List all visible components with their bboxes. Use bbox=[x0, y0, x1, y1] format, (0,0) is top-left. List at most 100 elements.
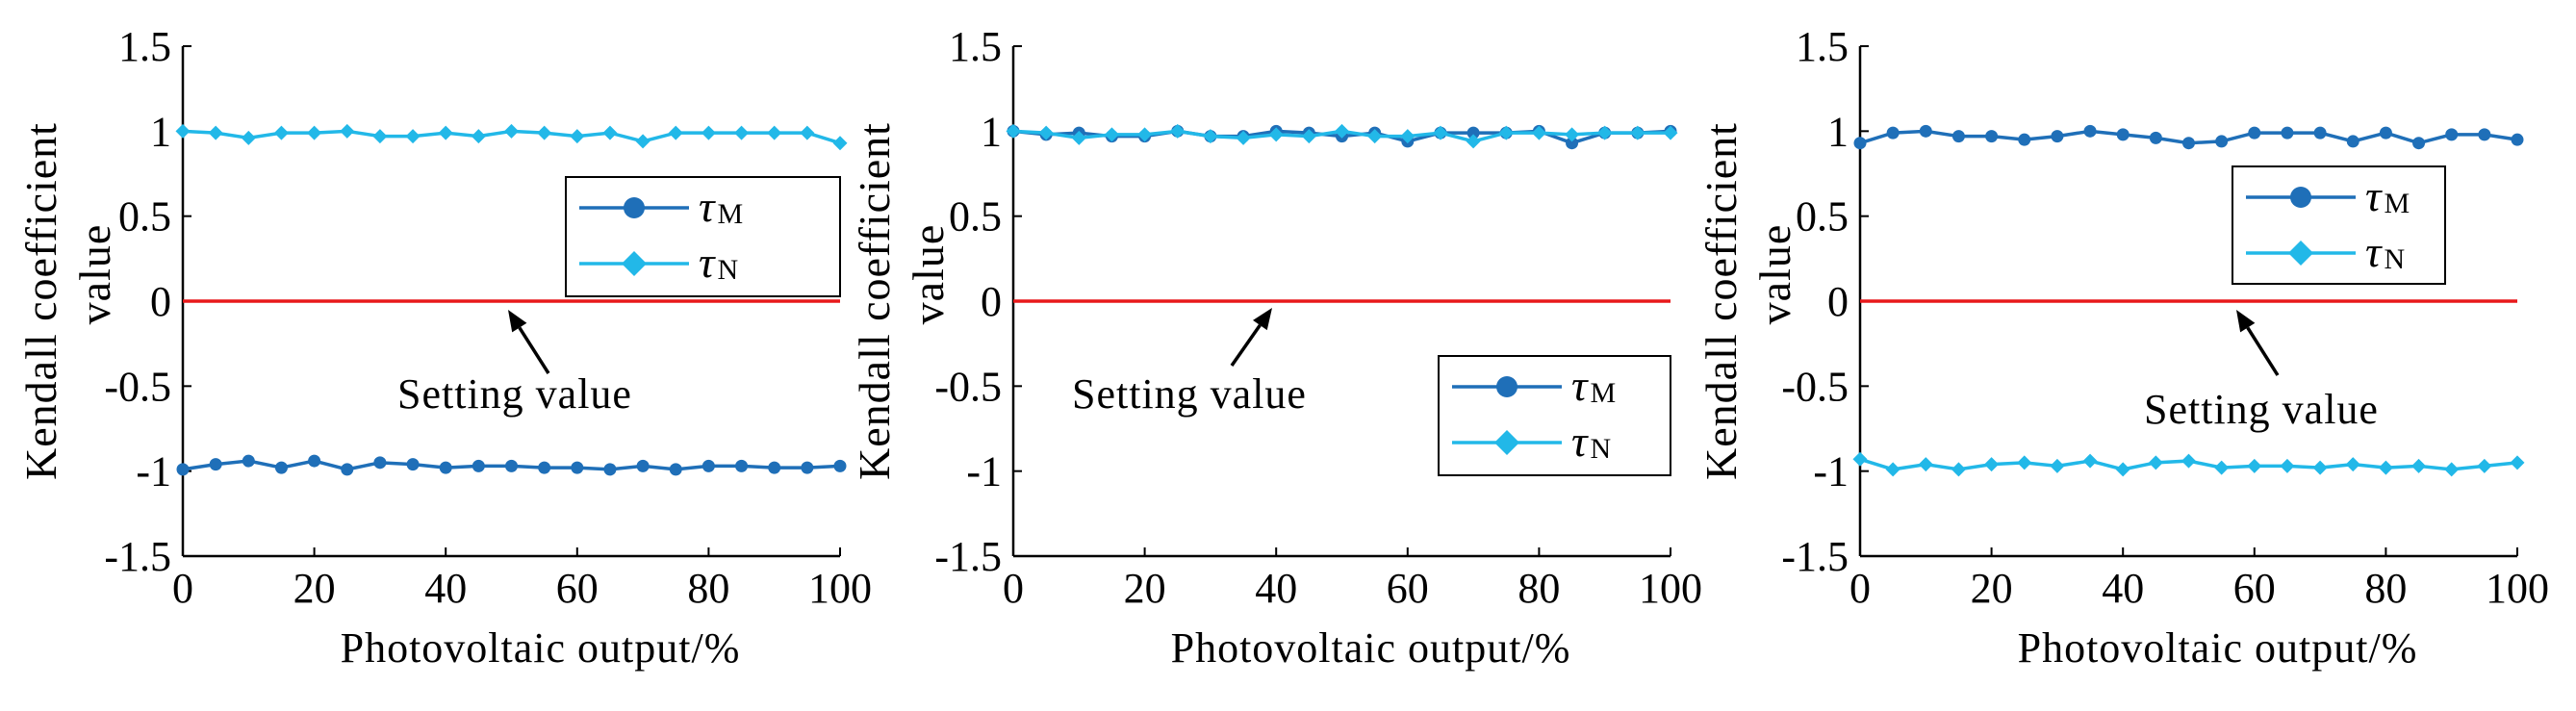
data-point-tau_n bbox=[832, 136, 848, 151]
data-point-tau_n bbox=[1400, 129, 1416, 144]
data-point-tau_m bbox=[242, 454, 255, 468]
x-tick-label: 100 bbox=[1639, 565, 1702, 612]
data-point-tau_n bbox=[2510, 455, 2525, 470]
annotation-label: Setting value bbox=[2144, 386, 2379, 433]
x-tick-label: 40 bbox=[424, 565, 467, 612]
legend-symbol: τ bbox=[2365, 227, 2383, 276]
data-point-tau_m bbox=[209, 458, 222, 471]
x-tick-label: 100 bbox=[2486, 565, 2549, 612]
legend-symbol: τ bbox=[1571, 417, 1589, 466]
x-tick-label: 40 bbox=[2102, 565, 2144, 612]
data-point-tau_m bbox=[603, 463, 617, 476]
data-point-tau_n bbox=[372, 129, 388, 144]
data-point-tau_m bbox=[1919, 124, 1932, 138]
data-point-tau_n bbox=[2477, 458, 2492, 473]
data-point-tau_m bbox=[308, 454, 321, 468]
legend-box bbox=[2232, 165, 2446, 285]
y-axis-label: Kendall coefficient bbox=[850, 122, 899, 480]
legend-marker-tau_n bbox=[1494, 430, 1519, 455]
data-point-tau_n bbox=[1630, 125, 1645, 140]
y-tick-label: -1.5 bbox=[934, 533, 1002, 580]
data-point-tau_m bbox=[373, 456, 387, 470]
data-point-tau_m bbox=[2182, 137, 2195, 150]
data-point-tau_n bbox=[1170, 123, 1186, 139]
data-point-tau_m bbox=[439, 461, 452, 474]
y-tick-label: -1 bbox=[1813, 448, 1849, 495]
data-point-tau_m bbox=[505, 459, 518, 472]
y-tick-label: 0 bbox=[1827, 278, 1849, 325]
data-point-tau_n bbox=[175, 123, 191, 139]
data-point-tau_n bbox=[734, 125, 750, 140]
data-point-tau_n bbox=[241, 130, 256, 145]
y-axis-label-line2: value bbox=[70, 224, 119, 325]
legend: τ Mτ N bbox=[565, 176, 841, 297]
x-tick-label: 20 bbox=[1971, 565, 2013, 612]
data-point-tau_m bbox=[2511, 133, 2524, 146]
data-point-tau_n bbox=[471, 129, 486, 144]
data-point-tau_m bbox=[1853, 137, 1867, 150]
annotation-arrow bbox=[518, 326, 550, 374]
data-point-tau_m bbox=[2478, 128, 2491, 141]
data-point-tau_n bbox=[2312, 460, 2328, 475]
data-point-tau_m bbox=[1886, 126, 1900, 140]
data-point-tau_n bbox=[1137, 127, 1153, 142]
data-point-tau_m bbox=[2083, 124, 2097, 138]
data-point-tau_n bbox=[1885, 462, 1900, 477]
y-tick-label: 0.5 bbox=[949, 193, 1002, 241]
data-point-tau_m bbox=[833, 459, 847, 472]
data-point-tau_n bbox=[1071, 130, 1086, 145]
annotation-arrowhead bbox=[2236, 310, 2256, 333]
data-point-tau_n bbox=[2247, 458, 2262, 473]
y-tick-label: 1 bbox=[1827, 108, 1849, 155]
data-point-tau_m bbox=[768, 461, 781, 474]
data-point-tau_n bbox=[1367, 129, 1383, 144]
data-point-tau_n bbox=[537, 125, 552, 140]
data-point-tau_m bbox=[2248, 126, 2261, 140]
legend-symbol: τ bbox=[699, 238, 716, 287]
data-point-tau_n bbox=[208, 125, 223, 140]
data-point-tau_n bbox=[1565, 127, 1580, 142]
data-point-tau_n bbox=[2214, 460, 2230, 475]
x-tick-label: 60 bbox=[1387, 565, 1429, 612]
legend-subscript: M bbox=[717, 198, 743, 230]
x-tick-label: 20 bbox=[293, 565, 336, 612]
annotation-arrowhead bbox=[1253, 308, 1272, 331]
x-tick-label: 20 bbox=[1124, 565, 1166, 612]
x-axis-label: Photovoltaic output/% bbox=[2018, 624, 2418, 672]
legend-subscript: N bbox=[1590, 433, 1611, 465]
chart-panel-2: 1.510.50-0.5-1-1.50 20 40 60 80 100Photovolta… bbox=[850, 23, 1702, 672]
y-axis-label: Kendall coefficient bbox=[1696, 122, 1746, 480]
y-tick-label: -0.5 bbox=[104, 363, 171, 410]
annotation-arrowhead bbox=[508, 310, 527, 333]
legend-subscript: M bbox=[2384, 188, 2410, 219]
data-point-tau_m bbox=[2313, 126, 2327, 140]
data-point-tau_m bbox=[1951, 130, 1965, 143]
data-point-tau_m bbox=[341, 463, 354, 476]
legend-box bbox=[1438, 355, 1671, 476]
data-point-tau_n bbox=[1531, 125, 1546, 140]
x-axis-label: Photovoltaic output/% bbox=[341, 624, 741, 672]
annotation-label: Setting value bbox=[397, 370, 632, 418]
data-point-tau_n bbox=[2181, 453, 2196, 469]
data-point-tau_m bbox=[2346, 135, 2359, 148]
x-tick-label: 80 bbox=[2364, 565, 2407, 612]
y-tick-label: -1.5 bbox=[104, 533, 171, 580]
x-tick-label: 100 bbox=[808, 565, 872, 612]
legend-box bbox=[565, 176, 841, 297]
y-tick-label: 0 bbox=[150, 278, 171, 325]
data-point-tau_m bbox=[2116, 128, 2130, 141]
data-point-tau_n bbox=[2444, 462, 2460, 477]
data-point-tau_n bbox=[602, 125, 618, 140]
x-tick-label: 80 bbox=[1518, 565, 1560, 612]
y-tick-label: -1 bbox=[966, 448, 1002, 495]
legend-symbol: τ bbox=[1571, 361, 1589, 410]
y-tick-label: -0.5 bbox=[934, 363, 1002, 410]
legend-marker-tau_n bbox=[2288, 241, 2313, 266]
data-point-tau_n bbox=[570, 129, 585, 144]
data-point-tau_n bbox=[1335, 123, 1349, 139]
legend-marker-tau_m bbox=[2290, 187, 2311, 208]
